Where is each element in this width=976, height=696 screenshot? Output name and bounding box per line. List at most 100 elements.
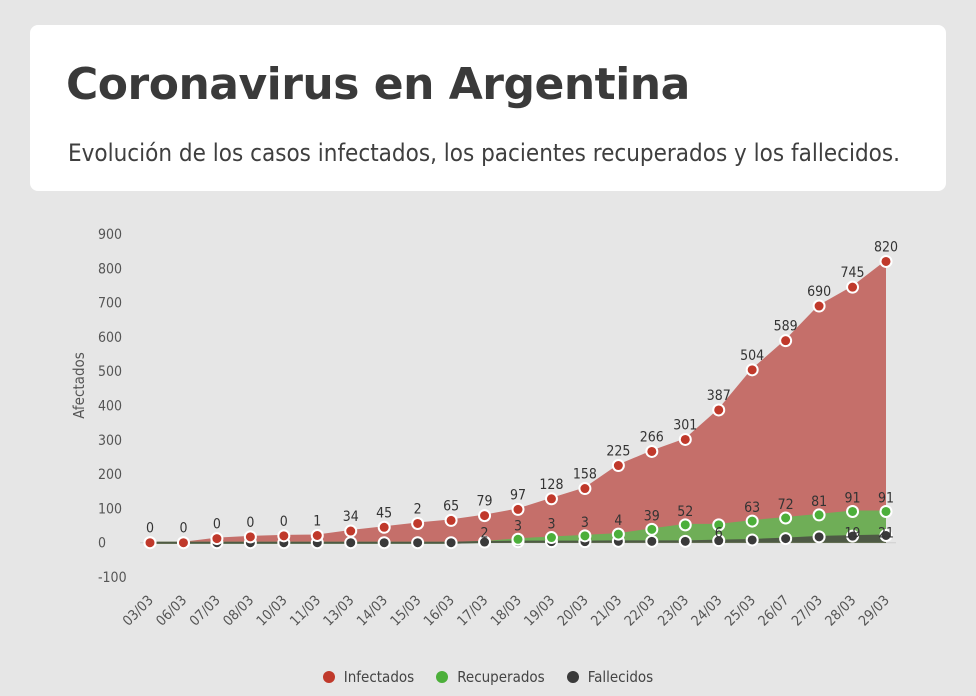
x-tick-label: 16/03 (421, 593, 458, 630)
data-label-fallecidos: 6 (715, 526, 723, 542)
chart-title: Coronavirus en Argentina (66, 59, 690, 110)
data-label-infectados: 0 (280, 514, 288, 530)
data-label-infectados: 589 (774, 319, 798, 335)
point-recuperados (879, 504, 893, 518)
point-fallecidos (444, 536, 458, 550)
x-tick-label: 25/03 (722, 593, 759, 630)
x-tick-label: 28/03 (822, 593, 859, 630)
data-label-infectados: 34 (343, 509, 359, 525)
data-label-recuperados: 91 (845, 490, 861, 506)
data-label-recuperados: 52 (677, 504, 693, 520)
legend-item-fallecidos[interactable]: Fallecidos (566, 668, 654, 686)
x-tick-label: 22/03 (622, 593, 659, 630)
data-label-infectados: 266 (640, 429, 664, 445)
point-infectados (143, 536, 157, 550)
legend-item-infectados[interactable]: Infectados (322, 668, 415, 686)
data-label-infectados: 1 (313, 513, 321, 529)
x-tick-label: 17/03 (454, 593, 491, 630)
point-recuperados (779, 511, 793, 525)
point-recuperados (544, 531, 558, 545)
point-fallecidos (344, 536, 358, 550)
data-label-infectados: 97 (510, 487, 526, 503)
chart-subtitle: Evolución de los casos infectados, los p… (68, 139, 900, 167)
y-tick-label: 500 (98, 364, 122, 380)
x-tick-label: 10/03 (254, 593, 291, 630)
x-tick-label: 21/03 (588, 593, 625, 630)
point-recuperados (712, 518, 726, 532)
point-fallecidos (745, 533, 759, 547)
data-label-infectados: 128 (539, 477, 563, 493)
area-fallecidos (150, 535, 886, 543)
x-tick-label: 26/07 (755, 593, 792, 630)
data-label-infectados: 45 (376, 505, 392, 521)
x-tick-label: 24/03 (689, 593, 726, 630)
x-tick-label: 27/03 (789, 593, 826, 630)
area-infectados (150, 261, 886, 543)
legend-label: Recuperados (457, 668, 545, 686)
point-infectados (411, 516, 425, 530)
point-infectados (210, 532, 224, 546)
legend-dot (322, 671, 335, 683)
y-tick-label: -100 (98, 570, 127, 586)
x-tick-label: 20/03 (555, 593, 592, 630)
data-label-infectados: 225 (606, 444, 630, 460)
data-label-infectados: 65 (443, 498, 459, 514)
legend-item-recuperados[interactable]: Recuperados (436, 668, 545, 686)
chart-legend: Infectados Recuperados Fallecidos (0, 668, 976, 686)
data-label-recuperados: 39 (644, 508, 660, 524)
x-tick-label: 13/03 (321, 593, 358, 630)
header-card: Coronavirus en Argentina Evolución de lo… (30, 25, 946, 191)
y-tick-label: 700 (98, 296, 122, 312)
point-infectados (277, 529, 291, 543)
point-fallecidos (377, 536, 391, 550)
data-label-infectados: 79 (477, 494, 493, 510)
data-label-recuperados: 81 (811, 494, 827, 510)
point-infectados (712, 403, 726, 417)
point-recuperados (812, 508, 826, 522)
point-fallecidos (645, 534, 659, 548)
point-fallecidos (411, 536, 425, 550)
data-label-infectados: 820 (874, 239, 898, 255)
data-label-infectados: 745 (841, 265, 865, 281)
x-tick-label: 14/03 (354, 593, 391, 630)
data-label-infectados: 2 (414, 501, 422, 517)
data-label-recuperados: 4 (614, 513, 622, 529)
data-label-infectados: 0 (179, 521, 187, 537)
point-recuperados (645, 522, 659, 536)
point-infectados (511, 502, 525, 516)
y-tick-label: 400 (98, 399, 122, 415)
data-label-recuperados: 91 (878, 490, 894, 506)
area-recuperados (150, 511, 886, 543)
x-tick-label: 29/03 (856, 593, 893, 630)
area-chart: 9008007006005004003002001000-100Afectado… (70, 227, 898, 630)
point-fallecidos (712, 534, 726, 548)
legend-label: Fallecidos (587, 668, 654, 686)
point-infectados (812, 299, 826, 313)
data-label-recuperados: 63 (744, 500, 760, 516)
point-infectados (176, 536, 190, 550)
point-fallecidos (779, 532, 793, 546)
y-tick-label: 800 (98, 261, 122, 277)
data-label-infectados: 504 (740, 348, 764, 364)
point-fallecidos (678, 534, 692, 548)
legend-label: Infectados (343, 668, 415, 686)
y-axis-label: Afectados (70, 352, 88, 419)
data-label-fallecidos: 21 (878, 526, 894, 542)
point-infectados (478, 509, 492, 523)
point-fallecidos (879, 528, 893, 542)
data-label-infectados: 301 (673, 417, 697, 433)
x-tick-label: 03/03 (120, 593, 157, 630)
x-tick-label: 15/03 (387, 593, 424, 630)
point-recuperados (578, 529, 592, 543)
point-recuperados (678, 518, 692, 532)
y-tick-label: 0 (98, 536, 106, 552)
legend-dot (436, 671, 449, 683)
point-infectados (678, 432, 692, 446)
point-infectados (344, 524, 358, 538)
point-infectados (578, 482, 592, 496)
point-recuperados (611, 527, 625, 541)
point-fallecidos (478, 535, 492, 549)
point-fallecidos (812, 530, 826, 544)
point-infectados (377, 520, 391, 534)
data-label-infectados: 0 (246, 515, 254, 531)
